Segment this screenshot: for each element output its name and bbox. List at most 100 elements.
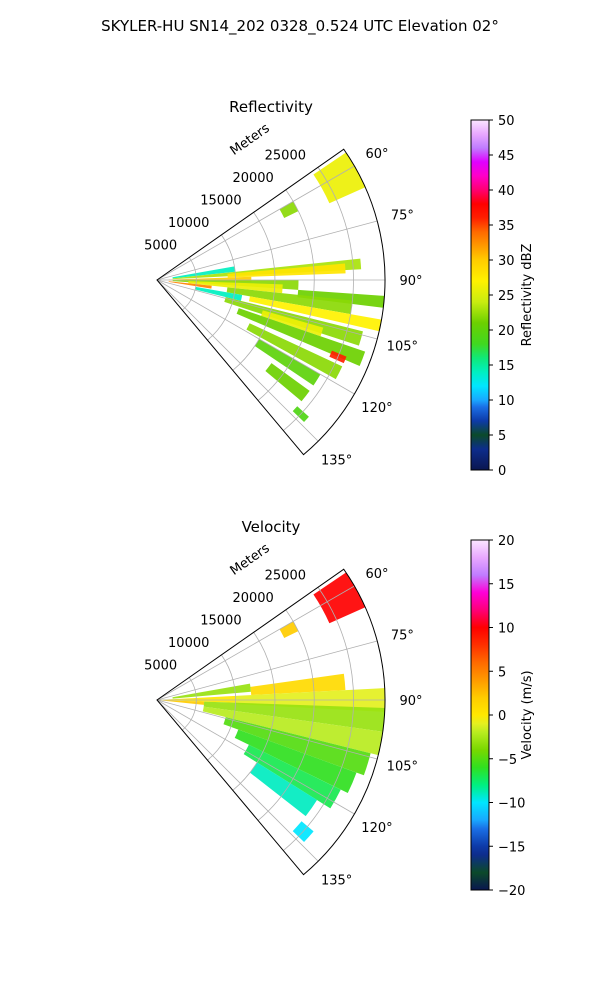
reflectivity-grid — [156, 165, 385, 442]
reflectivity-cell-8 — [297, 289, 385, 308]
velocity-range-tick-label: 25000 — [265, 568, 306, 583]
reflectivity-cell-3 — [172, 258, 362, 280]
velocity-cell-10 — [234, 729, 357, 794]
velocity-colorbar: −20 −15 −10 −5 0 5 10 15 20 Velocity (m/s) — [470, 534, 535, 899]
velocity-range-ring-4 — [283, 587, 354, 851]
reflectivity-azimuth-tick-label: 135° — [321, 454, 352, 469]
reflectivity-colorbar-tick-label: 20 — [498, 324, 515, 339]
figure-title: SKYLER-HU SN14_202 0328_0.524 UTC Elevat… — [101, 17, 499, 36]
reflectivity-colorbar-label: Reflectivity dBZ — [520, 244, 535, 347]
reflectivity-data-cells — [168, 152, 385, 422]
reflectivity-colorbar-tick-label: 35 — [498, 219, 515, 234]
reflectivity-colorbar-tick-label: 0 — [498, 464, 506, 479]
reflectivity-colorbar-tick-label: 40 — [498, 184, 515, 199]
reflectivity-colorbar-tick-label: 15 — [498, 359, 515, 374]
reflectivity-cell-11 — [248, 296, 382, 332]
reflectivity-azimuth-tick-label: 120° — [361, 401, 392, 416]
reflectivity-range-ring-4 — [283, 167, 354, 431]
velocity-colorbar-label: Velocity (m/s) — [520, 670, 535, 759]
velocity-azimuth-tick-label: 135° — [321, 874, 352, 889]
velocity-range-tick-label: 15000 — [200, 613, 241, 628]
reflectivity-cell-1 — [279, 201, 299, 218]
reflectivity-range-tick-label: 25000 — [265, 148, 306, 163]
velocity-cell-9 — [223, 717, 371, 776]
velocity-colorbar-tick-label: 0 — [498, 709, 506, 724]
reflectivity-cell-2 — [172, 266, 236, 279]
velocity-colorbar-tick-label: 15 — [498, 578, 515, 593]
reflectivity-colorbar-tick-label: 10 — [498, 394, 515, 409]
reflectivity-cell-9 — [168, 281, 212, 289]
reflectivity-range-tick-label: 20000 — [232, 171, 273, 186]
reflectivity-colorbar-tick-label: 50 — [498, 114, 515, 129]
velocity-range-tick-label: 5000 — [144, 658, 177, 673]
velocity-azimuth-spoke-3 — [156, 699, 378, 760]
velocity-colorbar-bar — [470, 539, 490, 891]
reflectivity-azimuth-tick-label: 60° — [365, 147, 388, 162]
reflectivity-colorbar-tick-label: 5 — [498, 429, 506, 444]
reflectivity-azimuth-spoke-1 — [156, 220, 378, 281]
velocity-cell-12 — [249, 762, 318, 817]
reflectivity-panel: Reflectivity500010000150002000025000Mete… — [144, 98, 535, 479]
reflectivity-colorbar-tick-label: 25 — [498, 289, 515, 304]
reflectivity-azimuth-tick-label: 105° — [387, 340, 418, 355]
reflectivity-azimuth-tick-label: 75° — [391, 208, 414, 223]
reflectivity-colorbar-tick-label: 30 — [498, 254, 515, 269]
velocity-azimuth-tick-label: 75° — [391, 628, 414, 643]
velocity-cell-0 — [313, 572, 366, 624]
reflectivity-azimuth-spoke-0 — [156, 165, 355, 281]
velocity-colorbar-tick-label: −15 — [498, 840, 525, 855]
velocity-azimuth-tick-label: 90° — [399, 694, 422, 709]
velocity-panel-title: Velocity — [242, 518, 301, 536]
velocity-cell-8 — [202, 706, 383, 756]
velocity-colorbar-tick-label: −10 — [498, 797, 525, 812]
reflectivity-colorbar-bar — [470, 119, 490, 471]
velocity-cell-2 — [172, 683, 251, 699]
reflectivity-colorbar-tick-label: 45 — [498, 149, 515, 164]
velocity-azimuth-spoke-0 — [156, 585, 355, 701]
reflectivity-azimuth-spoke-5 — [156, 279, 319, 442]
velocity-range-tick-label: 10000 — [168, 636, 209, 651]
velocity-cell-7 — [203, 701, 385, 732]
velocity-data-cells — [157, 572, 385, 842]
velocity-azimuth-spoke-5 — [156, 699, 319, 862]
reflectivity-range-tick-label: 10000 — [168, 216, 209, 231]
reflectivity-cell-12 — [195, 286, 243, 301]
reflectivity-sector-outline — [156, 148, 386, 456]
velocity-colorbar-tick-label: −5 — [498, 753, 517, 768]
reflectivity-cell-19 — [265, 363, 310, 402]
reflectivity-range-ring-3 — [257, 189, 315, 401]
reflectivity-azimuth-spoke-3 — [156, 279, 378, 340]
velocity-azimuth-spoke-1 — [156, 640, 378, 701]
reflectivity-colorbar: 0 5 10 15 20 25 30 35 40 45 50 Reflectivity dBZ — [470, 114, 535, 479]
reflectivity-azimuth-tick-label: 90° — [399, 274, 422, 289]
reflectivity-cell-14 — [261, 310, 324, 337]
velocity-azimuth-tick-label: 60° — [365, 567, 388, 582]
velocity-range-ring-3 — [257, 609, 315, 821]
reflectivity-azimuth-spoke-4 — [156, 279, 355, 395]
velocity-azimuth-tick-label: 105° — [387, 760, 418, 775]
reflectivity-cell-4 — [227, 263, 346, 278]
velocity-grid — [156, 585, 385, 862]
velocity-azimuth-spoke-4 — [156, 699, 355, 815]
velocity-colorbar-tick-label: 5 — [498, 665, 506, 680]
reflectivity-cell-18 — [254, 338, 321, 386]
velocity-range-ring-0 — [182, 677, 197, 731]
velocity-cell-1 — [279, 621, 299, 638]
velocity-range-ring-2 — [232, 632, 276, 791]
reflectivity-cell-10 — [226, 287, 353, 315]
reflectivity-range-ring-2 — [232, 212, 276, 371]
velocity-colorbar-tick-label: 10 — [498, 622, 515, 637]
reflectivity-range-ring-1 — [207, 234, 236, 341]
reflectivity-range-tick-label: 5000 — [144, 238, 177, 253]
velocity-colorbar-tick-label: 20 — [498, 534, 515, 549]
reflectivity-range-tick-label: 15000 — [200, 193, 241, 208]
velocity-range-ring-1 — [207, 654, 236, 761]
reflectivity-cell-17 — [246, 323, 343, 380]
velocity-azimuth-tick-label: 120° — [361, 821, 392, 836]
velocity-colorbar-tick-label: −20 — [498, 884, 525, 899]
velocity-cell-6 — [157, 700, 205, 705]
velocity-sector-outline — [156, 568, 386, 876]
reflectivity-panel-title: Reflectivity — [229, 98, 313, 116]
